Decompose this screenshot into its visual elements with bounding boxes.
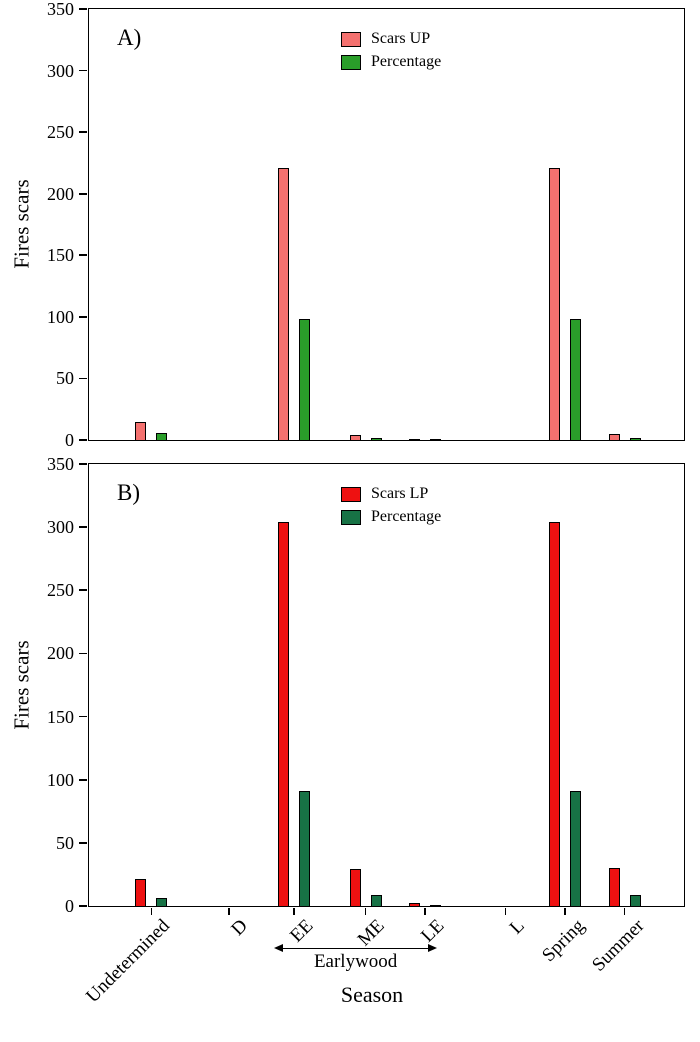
- y-tick-label: 200: [47, 643, 74, 664]
- bar-percentage-undetermined: [156, 432, 168, 440]
- y-tick-label: 150: [47, 245, 74, 266]
- x-tick: [228, 908, 230, 915]
- legend-label-percentage: Percentage: [371, 508, 442, 525]
- x-tick: [623, 908, 626, 915]
- y-tick: [79, 254, 87, 257]
- panel-b-label: B): [117, 480, 140, 505]
- bar-scars-up-spring: [549, 167, 560, 440]
- panel-a-label: A): [117, 25, 142, 50]
- legend-item: Percentage: [341, 54, 441, 70]
- bar-percentage-summer: [629, 437, 641, 440]
- y-tick: [79, 842, 87, 844]
- legend-label-percentage: Percentage: [371, 53, 442, 70]
- y-tick-label: 100: [47, 769, 74, 790]
- x-category-label-undetermined: Undetermined: [82, 915, 174, 1007]
- arrow-right-head-icon: [428, 944, 438, 952]
- earlywood-range-arrow: [280, 947, 431, 950]
- panel-a-y-axis-title: Fires scars: [9, 179, 34, 269]
- panel-b-plot: B) Scars LP Percentage 0 50 100 150 200 250 30…: [47, 454, 685, 916]
- y-tick: [79, 192, 87, 195]
- legend-label-scars-lp: Scars LP: [371, 485, 429, 502]
- bar-percentage-summer: [629, 894, 641, 906]
- bar-scars-lp-ee: [278, 522, 290, 906]
- y-tick-label: 300: [47, 60, 74, 81]
- x-tick: [504, 908, 507, 915]
- y-tick-label: 0: [65, 896, 74, 916]
- bar-percentage-undetermined: [156, 898, 168, 906]
- x-axis-title: Season: [340, 982, 404, 1007]
- y-tick: [79, 8, 87, 10]
- y-tick: [79, 715, 87, 718]
- legend-item: Scars UP: [341, 31, 441, 47]
- panel-a-legend: Scars UP Percentage: [341, 31, 441, 70]
- panel-b-y-axis-title: Fires scars: [9, 640, 34, 730]
- bar-percentage-le: [430, 438, 442, 440]
- y-tick-label: 200: [47, 183, 74, 204]
- y-tick: [79, 463, 87, 465]
- legend-item: Percentage: [341, 509, 441, 525]
- x-tick: [293, 908, 296, 915]
- bar-scars-lp-summer: [608, 868, 620, 906]
- bar-scars-lp-undetermined: [135, 879, 147, 906]
- x-category-label-spring: Spring: [538, 915, 589, 966]
- y-tick: [79, 778, 87, 781]
- bar-percentage-spring: [570, 791, 581, 906]
- panel-a-plot: A) Scars UP Percentage 0 50 100 150 200 250 30…: [47, 0, 685, 450]
- bar-scars-lp-spring: [549, 522, 560, 906]
- x-category-label-summer: Summer: [588, 915, 649, 976]
- legend-swatch-percentage: [341, 54, 361, 70]
- legend-swatch-percentage: [341, 509, 361, 525]
- y-tick-label: 150: [47, 706, 74, 727]
- bar-percentage-le: [430, 904, 442, 906]
- y-tick-label: 50: [56, 832, 74, 853]
- x-tick: [424, 908, 426, 915]
- y-tick-label: 50: [56, 368, 74, 389]
- y-tick-label: 300: [47, 517, 74, 538]
- bar-scars-up-me: [349, 435, 361, 440]
- legend-swatch-scars-up: [341, 31, 361, 47]
- y-tick: [79, 377, 87, 380]
- x-category-label-l: L: [505, 915, 530, 939]
- y-tick: [79, 652, 87, 655]
- bar-scars-up-le: [409, 438, 421, 440]
- x-tick: [564, 908, 566, 915]
- legend-label-scars-up: Scars UP: [371, 30, 431, 47]
- earlywood-annotation: Earlywood: [313, 951, 398, 972]
- bar-scars-up-ee: [278, 167, 290, 440]
- bar-scars-lp-me: [349, 869, 361, 906]
- x-tick: [150, 908, 153, 915]
- y-tick: [79, 131, 87, 133]
- bar-percentage-spring: [570, 319, 581, 440]
- arrow-left-head-icon: [273, 944, 283, 952]
- legend-item: Scars LP: [341, 486, 441, 502]
- bar-scars-lp-le: [409, 903, 421, 906]
- bar-scars-up-undetermined: [135, 421, 147, 440]
- y-tick: [79, 905, 87, 907]
- y-tick-label: 100: [47, 306, 74, 327]
- y-tick-label: 0: [65, 430, 74, 450]
- bar-percentage-me: [370, 894, 382, 906]
- y-tick: [79, 316, 87, 318]
- y-tick-label: 350: [47, 454, 74, 474]
- y-tick: [79, 69, 87, 72]
- bar-percentage-ee: [299, 791, 311, 906]
- bar-percentage-ee: [299, 319, 311, 440]
- legend-swatch-scars-lp: [341, 486, 361, 502]
- y-tick: [79, 589, 87, 592]
- panel-b-legend: Scars LP Percentage: [341, 486, 441, 525]
- x-category-label-le: LE: [417, 915, 449, 947]
- y-tick-label: 250: [47, 122, 74, 143]
- y-tick: [79, 439, 87, 441]
- y-tick-label: 250: [47, 580, 74, 601]
- bar-scars-up-summer: [608, 433, 620, 440]
- y-tick: [79, 526, 87, 528]
- x-category-label-d: D: [226, 915, 252, 940]
- x-category-label-me: ME: [353, 915, 389, 951]
- x-category-label-ee: EE: [285, 915, 318, 947]
- y-tick-label: 350: [47, 0, 74, 19]
- bar-percentage-me: [370, 437, 382, 440]
- x-tick: [364, 908, 367, 915]
